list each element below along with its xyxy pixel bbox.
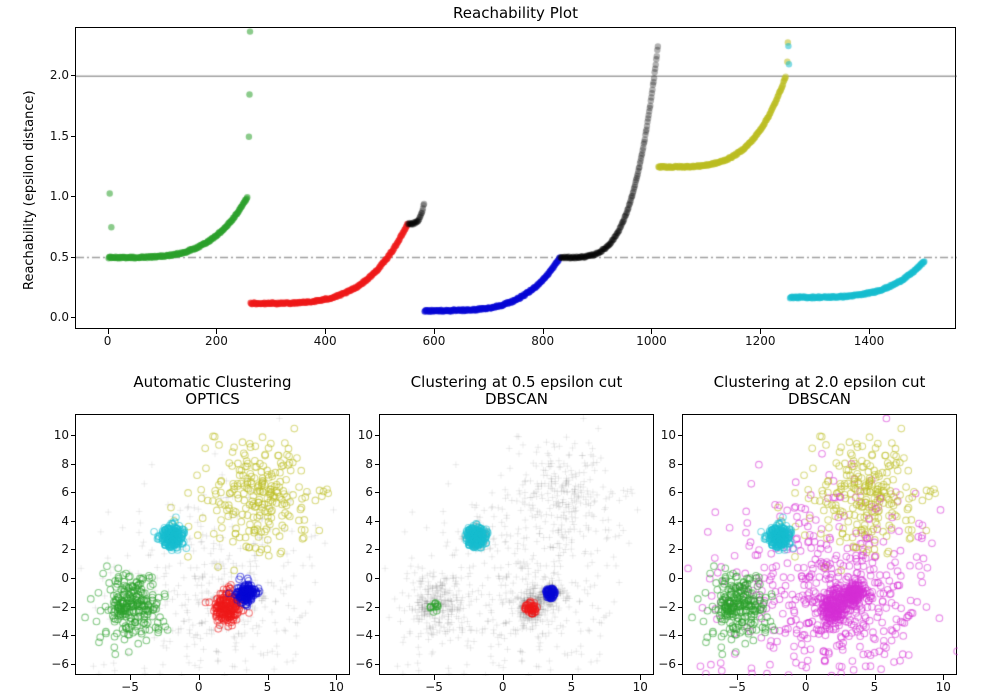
reachability-ylabel: Reachability (epsilon distance): [22, 90, 37, 290]
y-tick-label: 1.0: [50, 189, 69, 203]
y-tick-label: 8: [365, 457, 373, 471]
x-tick-label: 0: [195, 680, 203, 694]
y-tick-label: 6: [61, 485, 69, 499]
y-tick-label: 6: [668, 485, 676, 499]
y-tick-label: −2: [51, 600, 69, 614]
y-tick-label: 10: [661, 428, 676, 442]
x-tick-label: 0: [499, 680, 507, 694]
reachability-panel: [75, 27, 956, 329]
x-tick-label: −5: [121, 680, 139, 694]
x-tick-label: 200: [205, 334, 228, 348]
y-tick-label: 2: [365, 542, 373, 556]
y-tick-label: −4: [51, 628, 69, 642]
x-tick-label: 1400: [854, 334, 885, 348]
y-tick-label: 2: [668, 542, 676, 556]
y-tick-label: 0.5: [50, 250, 69, 264]
y-tick-label: 0: [365, 571, 373, 585]
y-tick-label: 4: [668, 514, 676, 528]
y-tick-label: −4: [355, 628, 373, 642]
x-tick-label: 10: [936, 680, 951, 694]
x-tick-label: 5: [871, 680, 879, 694]
y-tick-label: 0.0: [50, 310, 69, 324]
reachability-canvas: [76, 28, 957, 330]
dbscan05-canvas: [380, 415, 655, 676]
x-tick-label: 1200: [745, 334, 776, 348]
x-tick-label: 400: [314, 334, 337, 348]
dbscan20-title: Clustering at 2.0 epsilon cut DBSCAN: [682, 374, 957, 409]
title-text: Reachability Plot: [453, 4, 578, 22]
y-tick-label: −2: [355, 600, 373, 614]
y-tick-label: 4: [61, 514, 69, 528]
x-tick-label: 600: [422, 334, 445, 348]
x-tick-label: 1000: [636, 334, 667, 348]
x-tick-label: 0: [104, 334, 112, 348]
y-tick-label: −4: [658, 628, 676, 642]
x-tick-label: 5: [568, 680, 576, 694]
y-tick-label: 1.5: [50, 129, 69, 143]
figure: Reachability Plot Reachability (epsilon …: [0, 0, 1000, 700]
y-tick-label: −6: [51, 657, 69, 671]
y-tick-label: 2.0: [50, 68, 69, 82]
y-tick-label: 0: [668, 571, 676, 585]
x-tick-label: 800: [531, 334, 554, 348]
y-tick-label: −6: [658, 657, 676, 671]
y-tick-label: 10: [358, 428, 373, 442]
dbscan05-title: Clustering at 0.5 epsilon cut DBSCAN: [379, 374, 654, 409]
x-tick-label: 10: [329, 680, 344, 694]
y-tick-label: −6: [355, 657, 373, 671]
y-tick-label: 8: [668, 457, 676, 471]
dbscan05-panel: [379, 414, 654, 675]
x-tick-label: 10: [633, 680, 648, 694]
y-tick-label: 2: [61, 542, 69, 556]
optics-panel: [75, 414, 350, 675]
x-tick-label: −5: [425, 680, 443, 694]
dbscan20-panel: [682, 414, 957, 675]
y-tick-label: 0: [61, 571, 69, 585]
x-tick-label: 5: [264, 680, 272, 694]
reachability-title: Reachability Plot: [75, 4, 956, 22]
y-tick-label: 8: [61, 457, 69, 471]
optics-canvas: [76, 415, 351, 676]
x-tick-label: −5: [728, 680, 746, 694]
y-tick-label: 6: [365, 485, 373, 499]
dbscan20-canvas: [683, 415, 958, 676]
x-tick-label: 0: [802, 680, 810, 694]
y-tick-label: 4: [365, 514, 373, 528]
optics-title: Automatic Clustering OPTICS: [75, 374, 350, 409]
y-tick-label: −2: [658, 600, 676, 614]
y-tick-label: 10: [54, 428, 69, 442]
